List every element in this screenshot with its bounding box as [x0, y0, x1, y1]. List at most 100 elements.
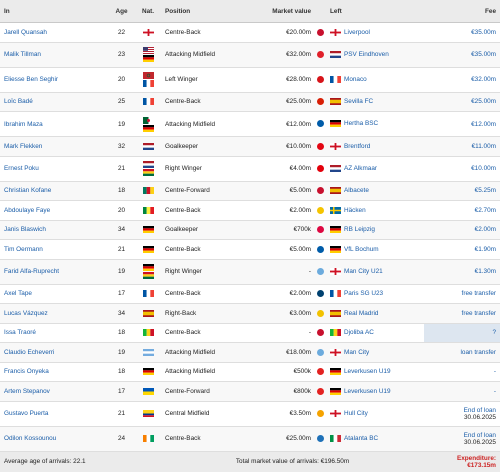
club-crest-icon[interactable]: [317, 309, 324, 317]
player-link[interactable]: Axel Tape: [4, 290, 32, 298]
club-link[interactable]: Sevilla FC: [344, 98, 374, 106]
player-link[interactable]: Eliesse Ben Seghir: [4, 76, 58, 83]
club-link[interactable]: Man City U21: [344, 268, 383, 276]
club-link[interactable]: PSV Eindhoven: [344, 51, 389, 59]
fee-link[interactable]: €35.00m: [471, 28, 496, 36]
club-link[interactable]: Paris SG U23: [344, 290, 384, 298]
player-link[interactable]: Odilon Kossounou: [4, 435, 57, 442]
club-crest-icon[interactable]: [317, 267, 324, 275]
fee-link[interactable]: €32.00m: [471, 76, 496, 83]
club-crest-icon[interactable]: [317, 28, 324, 36]
market-value-cell: €5.00m: [265, 181, 315, 201]
table-row: Claudio Echeverri 19 Attacking Midfield €18…: [0, 342, 500, 363]
club-crest-icon[interactable]: [317, 75, 324, 83]
club-crest-icon[interactable]: [317, 245, 324, 253]
player-link[interactable]: Artem Stepanov: [4, 387, 50, 395]
club-crest-icon[interactable]: [317, 368, 324, 376]
fee-cell: €25.00m: [424, 92, 500, 112]
club-crest-icon[interactable]: [317, 206, 324, 214]
club-crest-icon[interactable]: [317, 348, 324, 356]
header-left[interactable]: Left: [326, 0, 424, 23]
club-link[interactable]: Monaco: [344, 76, 367, 84]
club-link[interactable]: Djoliba AC: [344, 329, 374, 337]
club-crest-icon[interactable]: [317, 329, 324, 337]
fee-link[interactable]: €35.00m: [471, 51, 496, 58]
fee-link[interactable]: -: [493, 387, 496, 395]
player-link[interactable]: Lucas Vázquez: [4, 309, 48, 317]
player-link[interactable]: Loïc Badé: [4, 98, 33, 106]
fee-link[interactable]: €11.00m: [471, 142, 496, 150]
player-link[interactable]: Janis Blaswich: [4, 226, 46, 234]
player-link[interactable]: Christian Kofane: [4, 187, 52, 195]
header-nat[interactable]: Nat.: [135, 0, 161, 23]
club-link[interactable]: Leverkusen U19: [344, 368, 391, 376]
fee-link[interactable]: €2.00m: [474, 226, 496, 234]
player-link[interactable]: Farid Alfa-Ruprecht: [4, 268, 60, 275]
club-crest-icon[interactable]: [317, 409, 324, 417]
club-crest-icon[interactable]: [317, 387, 324, 395]
player-link[interactable]: Francis Onyeka: [4, 368, 49, 376]
club-link[interactable]: Albacete: [344, 187, 369, 195]
fee-link[interactable]: €1.30m: [474, 268, 496, 275]
club-crest-icon[interactable]: [317, 290, 324, 298]
club-link[interactable]: Atalanta BC: [344, 435, 379, 443]
club-crest-icon[interactable]: [317, 434, 324, 442]
player-link[interactable]: Issa Traoré: [4, 329, 36, 337]
age-cell: 21: [108, 156, 135, 182]
club-crest-icon[interactable]: [317, 164, 324, 172]
club-crest-icon[interactable]: [317, 187, 324, 195]
left-club-cell: Monaco: [326, 67, 424, 93]
header-fee[interactable]: Fee: [424, 0, 500, 23]
fee-link[interactable]: free transfer: [461, 290, 496, 298]
header-market-value[interactable]: Market value: [265, 0, 315, 23]
club-crest-icon[interactable]: [317, 120, 324, 128]
player-link[interactable]: Jarell Quansah: [4, 28, 47, 36]
club-link[interactable]: Brentford: [344, 142, 371, 150]
club-link[interactable]: Hertha BSC: [344, 120, 379, 128]
fee-link[interactable]: €10.00m: [471, 165, 496, 172]
fee-link[interactable]: loan transfer: [460, 348, 496, 356]
fee-link[interactable]: End of loan: [463, 431, 496, 439]
nationality-flags: [142, 206, 154, 214]
club-link[interactable]: Hull City: [344, 410, 368, 418]
club-crest-icon[interactable]: [317, 226, 324, 234]
flag-icon: [142, 206, 154, 214]
club-link[interactable]: VfL Bochum: [344, 245, 379, 253]
fee-date: 30.06.2025: [464, 413, 496, 421]
club-link[interactable]: Leverkusen U19: [344, 387, 391, 395]
fee-link[interactable]: -: [493, 368, 496, 376]
player-link[interactable]: Malik Tillman: [4, 51, 41, 58]
fee-link[interactable]: €25.00m: [471, 98, 496, 106]
club-link[interactable]: Real Madrid: [344, 309, 379, 317]
fee-link[interactable]: ?: [492, 329, 496, 337]
club-link[interactable]: RB Leipzig: [344, 226, 375, 234]
player-link[interactable]: Gustavo Puerta: [4, 410, 49, 417]
club-link[interactable]: AZ Alkmaar: [344, 165, 378, 173]
fee-link[interactable]: €2.70m: [474, 206, 496, 214]
player-link[interactable]: Ernest Poku: [4, 165, 39, 172]
fee-link[interactable]: €5.25m: [474, 187, 496, 195]
club-country-flag-icon: [330, 206, 341, 214]
player-link[interactable]: Claudio Echeverri: [4, 348, 55, 356]
fee-link[interactable]: End of loan: [463, 406, 496, 414]
player-link[interactable]: Abdoulaye Faye: [4, 206, 51, 214]
header-position[interactable]: Position: [161, 0, 265, 23]
fee-link[interactable]: €12.00m: [471, 120, 496, 128]
club-crest-icon[interactable]: [317, 50, 324, 58]
flag-icon: [142, 309, 154, 317]
table-row: Farid Alfa-Ruprecht 19 Right Winger - Man Ci…: [0, 259, 500, 285]
player-link[interactable]: Ibrahim Maza: [4, 120, 43, 128]
fee-link[interactable]: €1.90m: [474, 245, 496, 253]
header-in[interactable]: In: [0, 0, 108, 23]
club-crest-icon[interactable]: [317, 98, 324, 106]
player-link[interactable]: Tim Oermann: [4, 245, 43, 253]
player-link[interactable]: Mark Flekken: [4, 142, 43, 150]
club-link[interactable]: Häcken: [344, 206, 366, 214]
nationality-cell: [135, 259, 161, 285]
header-age[interactable]: Age: [108, 0, 135, 23]
club-crest-icon[interactable]: [317, 142, 324, 150]
club-link[interactable]: Man City: [344, 348, 370, 356]
club-link[interactable]: Liverpool: [344, 28, 370, 36]
fee-link[interactable]: free transfer: [461, 309, 496, 317]
